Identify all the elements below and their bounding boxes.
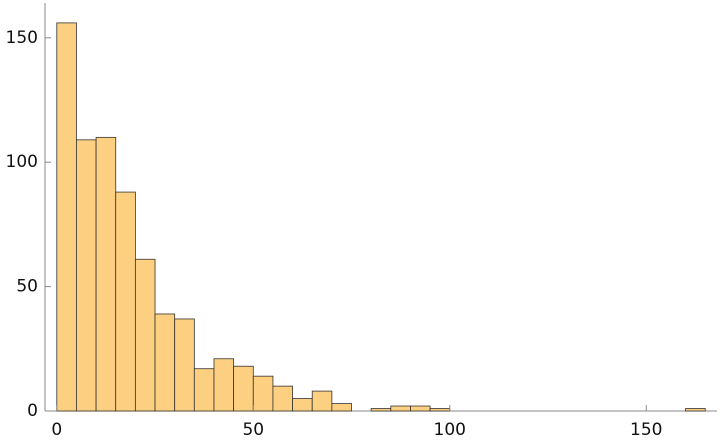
bar [154, 313, 176, 412]
bar [213, 358, 235, 412]
bar [115, 191, 136, 412]
bar [331, 403, 352, 412]
y-tick-label: 0 [27, 401, 38, 421]
bar [429, 408, 451, 412]
bar [193, 368, 215, 412]
bar [76, 139, 97, 412]
bar [252, 375, 274, 412]
bar [311, 390, 333, 412]
bar [370, 408, 392, 412]
y-tick-label: 50 [16, 277, 38, 297]
bar [685, 408, 706, 412]
x-tick-label: 50 [242, 420, 264, 440]
bar [272, 385, 293, 412]
bar [95, 136, 117, 412]
x-tick-label: 150 [630, 420, 662, 440]
y-tick-label: 150 [6, 28, 38, 48]
bar [134, 258, 156, 412]
bar [233, 365, 254, 412]
x-tick-label: 0 [51, 420, 62, 440]
bar [390, 405, 411, 412]
bar [56, 22, 77, 412]
bar [410, 405, 431, 412]
bar [292, 398, 313, 412]
y-tick-label: 100 [6, 152, 38, 172]
bar [174, 318, 195, 412]
x-tick-label: 100 [434, 420, 466, 440]
